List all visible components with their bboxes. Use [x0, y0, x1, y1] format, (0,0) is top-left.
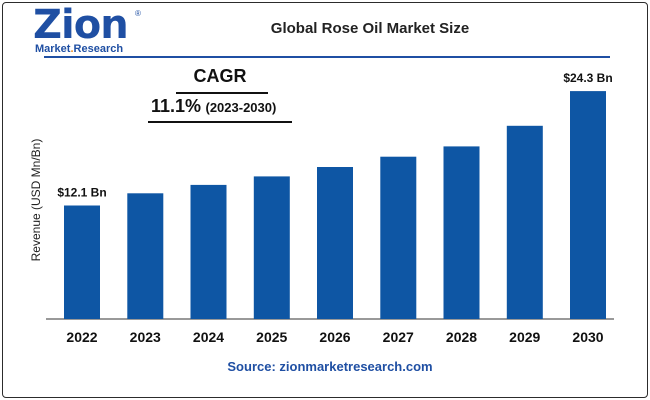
x-tick-label-2028: 2028 — [446, 329, 477, 345]
bar-2029 — [506, 125, 543, 319]
x-tick-label-2030: 2030 — [572, 329, 603, 345]
logo-sub-dot: . — [70, 43, 74, 55]
cagr-title-underline — [176, 92, 268, 94]
cagr-value: 11.1% — [151, 96, 202, 116]
data-label-2030: $24.3 Bn — [563, 71, 612, 85]
x-tick-label-2023: 2023 — [130, 329, 161, 345]
bar-2026 — [317, 167, 353, 319]
data-label-2022: $12.1 Bn — [57, 186, 106, 200]
bar-2030 — [570, 91, 606, 319]
logo-subtitle: Market.Research — [35, 43, 123, 56]
cagr-title: CAGR — [193, 66, 247, 86]
bar-2028 — [443, 146, 480, 319]
bar-2025 — [253, 176, 290, 319]
cagr-bottom-rule — [148, 121, 292, 123]
x-tick-label-2022: 2022 — [66, 329, 97, 345]
bar-2023 — [127, 193, 164, 319]
x-tick-label-2026: 2026 — [319, 329, 350, 345]
x-tick-label-2024: 2024 — [193, 329, 224, 345]
zion-logo: Zion ® Market.Research — [33, 3, 143, 56]
cagr-period: (2023-2030) — [205, 100, 277, 115]
x-tick-label-2029: 2029 — [509, 329, 540, 345]
logo-main-text: Zion — [33, 2, 129, 48]
logo-registered-mark: ® — [135, 9, 141, 18]
x-tick-label-2027: 2027 — [383, 329, 414, 345]
source-text: Source: zionmarketresearch.com — [227, 359, 433, 374]
bar-2022 — [64, 205, 100, 319]
chart-title: Global Rose Oil Market Size — [270, 20, 470, 37]
cagr-value-line: 11.1% (2023-2030) — [151, 96, 351, 117]
bar-2027 — [380, 156, 417, 319]
bar-2024 — [190, 184, 227, 319]
logo-sub-research: Research — [73, 43, 124, 55]
header-rule — [44, 56, 610, 58]
x-tick-label-2025: 2025 — [256, 329, 287, 345]
logo-sub-market: Market — [35, 43, 71, 55]
logo-wordmark: Zion — [33, 2, 129, 48]
